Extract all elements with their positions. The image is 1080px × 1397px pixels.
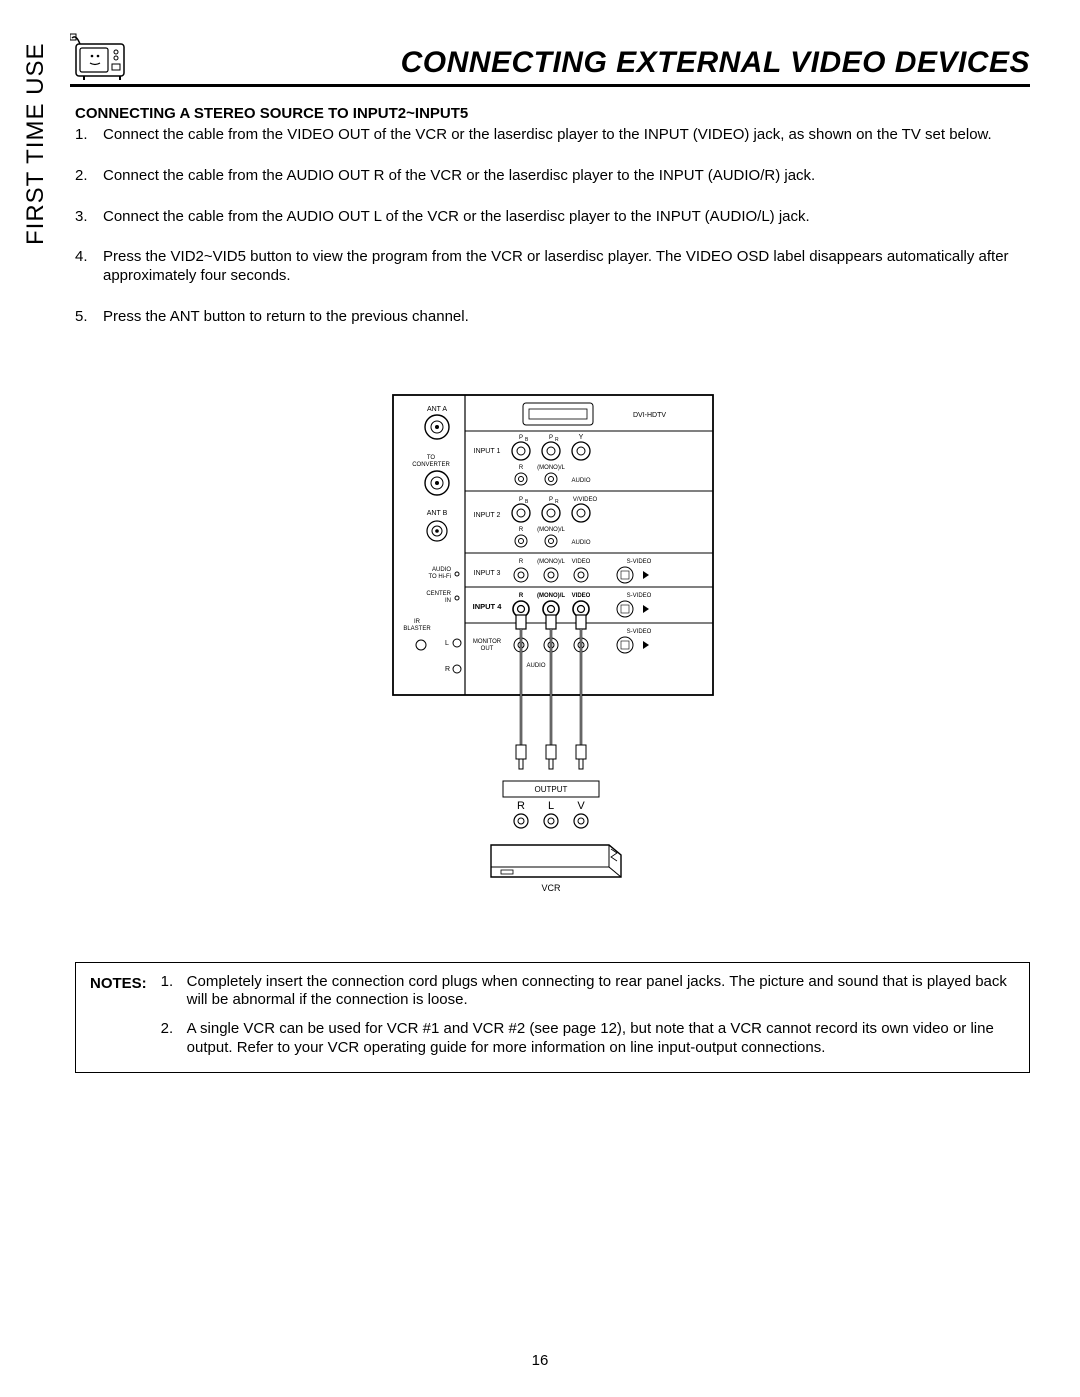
- steps-list: Connect the cable from the VIDEO OUT of …: [75, 126, 1030, 327]
- svg-text:P: P: [548, 435, 552, 441]
- svg-text:(MONO)/L: (MONO)/L: [537, 465, 565, 471]
- svg-text:(MONO)/L: (MONO)/L: [537, 559, 565, 565]
- label: INPUT 3: [473, 570, 500, 577]
- svg-text:B: B: [525, 499, 529, 505]
- rca-plug-icon: [516, 745, 586, 769]
- step-item: Connect the cable from the AUDIO OUT R o…: [75, 167, 1030, 186]
- step-item: Press the VID2~VID5 button to view the p…: [75, 248, 1030, 286]
- label: ANT A: [426, 406, 446, 413]
- svg-text:AUDIO: AUDIO: [571, 540, 590, 546]
- svg-text:R: R: [518, 527, 523, 533]
- svg-text:Y: Y: [578, 434, 583, 441]
- svg-text:MONITOR: MONITOR: [472, 639, 501, 645]
- main-content: CONNECTING A STEREO SOURCE TO INPUT2~INP…: [75, 105, 1030, 1073]
- svg-text:OUT: OUT: [480, 646, 493, 652]
- svg-text:V/VIDEO: V/VIDEO: [572, 497, 597, 503]
- svg-text:R: R: [518, 559, 523, 565]
- label: INPUT 1: [473, 448, 500, 455]
- svg-text:(MONO)/L: (MONO)/L: [537, 593, 565, 599]
- label: CONVERTER: [412, 462, 450, 468]
- connection-diagram: ANT A TO CONVERTER ANT B DVI-HDTV INPUT …: [75, 387, 1030, 902]
- svg-text:R: R: [517, 800, 525, 812]
- tv-mascot-icon: [70, 30, 130, 80]
- svg-text:VIDEO: VIDEO: [571, 593, 590, 599]
- svg-text:(MONO)/L: (MONO)/L: [537, 527, 565, 533]
- section-subhead: CONNECTING A STEREO SOURCE TO INPUT2~INP…: [75, 105, 1030, 122]
- svg-text:R: R: [445, 666, 450, 673]
- svg-text:AUDIO: AUDIO: [571, 478, 590, 484]
- note-item: A single VCR can be used for VCR #1 and …: [161, 1020, 1015, 1058]
- step-item: Connect the cable from the VIDEO OUT of …: [75, 126, 1030, 145]
- vcr-label: VCR: [541, 883, 561, 893]
- svg-text:AUDIO: AUDIO: [526, 663, 545, 669]
- svg-text:R: R: [555, 437, 559, 443]
- svg-text:S-VIDEO: S-VIDEO: [626, 593, 651, 599]
- label: TO: [426, 455, 435, 461]
- svg-text:S-VIDEO: S-VIDEO: [626, 559, 651, 565]
- svg-text:VIDEO: VIDEO: [571, 559, 590, 565]
- svg-text:R: R: [555, 499, 559, 505]
- label: INPUT 2: [473, 512, 500, 519]
- side-section-label: FIRST TIME USE: [22, 43, 50, 245]
- step-item: Press the ANT button to return to the pr…: [75, 308, 1030, 327]
- cable-plug-icon: [516, 615, 586, 629]
- svg-text:L: L: [547, 800, 553, 812]
- step-item: Connect the cable from the AUDIO OUT L o…: [75, 208, 1030, 227]
- notes-label: NOTES:: [90, 973, 147, 1058]
- svg-text:AUDIO: AUDIO: [431, 567, 450, 573]
- svg-text:B: B: [525, 437, 529, 443]
- svg-text:P: P: [548, 497, 552, 503]
- vcr-device-icon: [491, 845, 621, 877]
- note-item: Completely insert the connection cord pl…: [161, 973, 1015, 1011]
- svg-text:TO Hi-Fi: TO Hi-Fi: [428, 574, 451, 580]
- svg-text:CENTER: CENTER: [426, 591, 451, 597]
- svg-text:L: L: [445, 640, 449, 647]
- label: DVI-HDTV: [633, 412, 666, 419]
- page-number: 16: [0, 1352, 1080, 1369]
- svg-text:V: V: [577, 800, 585, 812]
- label: INPUT 4: [472, 602, 502, 611]
- svg-text:P: P: [518, 435, 522, 441]
- svg-text:P: P: [518, 497, 522, 503]
- svg-text:BLASTER: BLASTER: [403, 626, 431, 632]
- label: ANT B: [426, 510, 447, 517]
- svg-text:IR: IR: [414, 619, 421, 625]
- svg-text:OUTPUT: OUTPUT: [534, 785, 567, 794]
- svg-text:R: R: [518, 465, 523, 471]
- notes-list: Completely insert the connection cord pl…: [161, 973, 1015, 1058]
- page-title: CONNECTING EXTERNAL VIDEO DEVICES: [150, 46, 1030, 80]
- svg-text:R: R: [518, 593, 523, 599]
- header: CONNECTING EXTERNAL VIDEO DEVICES: [70, 30, 1030, 87]
- svg-text:IN: IN: [445, 598, 451, 604]
- svg-text:S-VIDEO: S-VIDEO: [626, 629, 651, 635]
- notes-box: NOTES: Completely insert the connection …: [75, 962, 1030, 1073]
